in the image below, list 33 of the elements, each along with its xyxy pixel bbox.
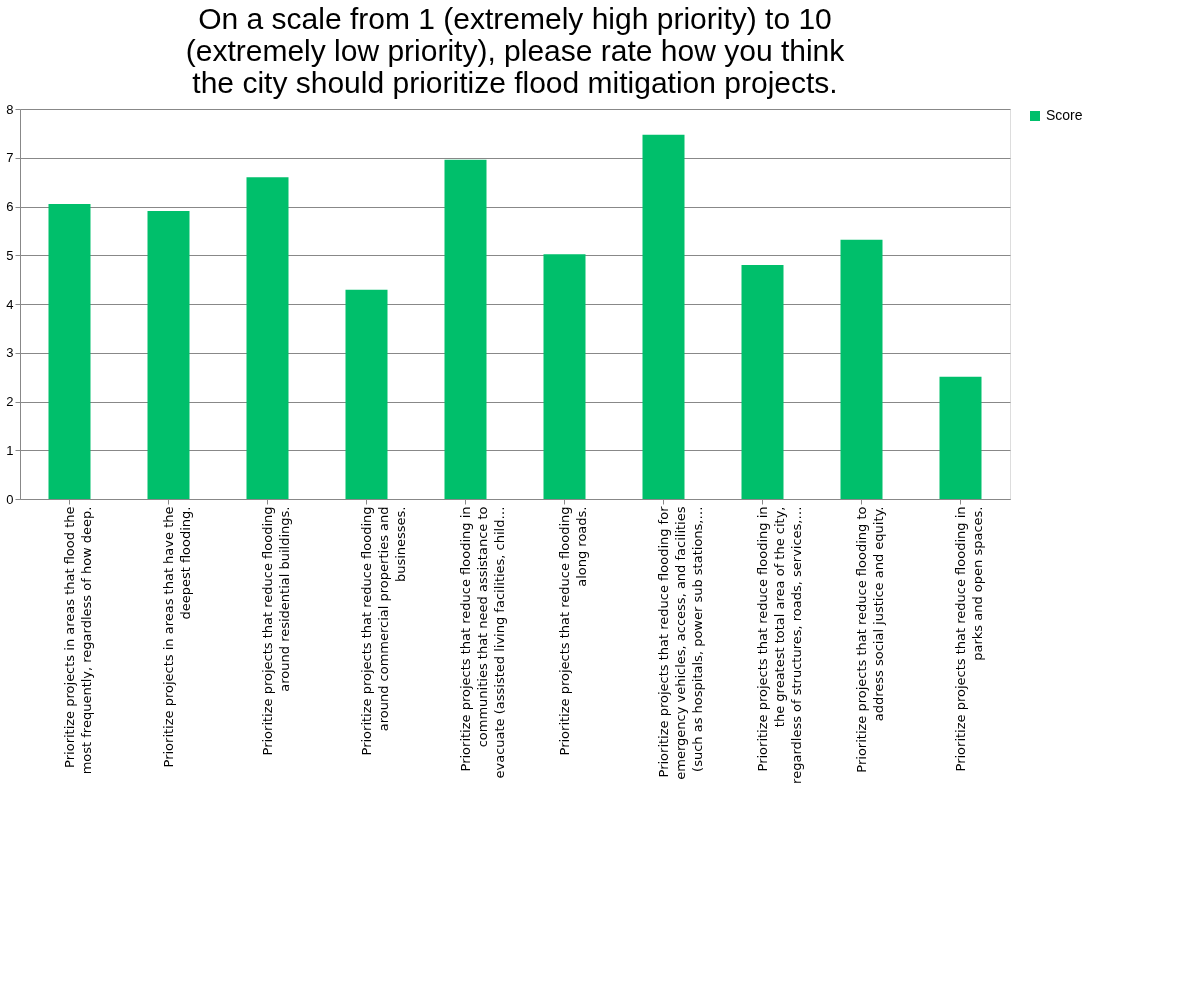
text: the city should prioritize flood mitigation projects. — [192, 66, 838, 99]
y-tick-label: 8 — [6, 101, 14, 117]
x-tick-label: Prioritize projects in areas that flood the most frequently, regardless of how deep. — [61, 506, 94, 775]
bar — [741, 265, 784, 499]
text: (extremely low priority), please rate how you think — [185, 34, 845, 67]
y-tick-label: 5 — [6, 247, 14, 263]
bar — [345, 289, 388, 499]
legend-label: Score — [1046, 107, 1083, 123]
bar — [642, 134, 685, 499]
x-tick-label: Prioritize projects that reduce flooding along roads. — [556, 506, 589, 756]
y-tick-label: 3 — [6, 345, 14, 361]
bar — [444, 159, 487, 499]
bar — [147, 210, 190, 499]
y-tick-label: 1 — [6, 442, 14, 458]
x-tick-label: Prioritize projects that reduce flooding in the greatest total area of the city, regardless of structures, roads, services,… — [754, 506, 804, 784]
y-tick-label: 4 — [6, 296, 14, 312]
x-tick-label: Prioritize projects that reduce flooding in communities that need assistance to evacuate (assisted living facilities, child… — [457, 506, 507, 779]
bar — [246, 177, 289, 499]
text: On a scale from 1 (extremely high priority) to 10 — [198, 2, 832, 35]
y-tick-label: 6 — [6, 199, 14, 214]
x-tick-label: Prioritize projects in areas that have the deepest flooding. — [160, 506, 193, 768]
bar — [48, 204, 91, 499]
x-tick-label: Prioritize projects that reduce flooding around commercial properties and businesses. — [358, 506, 408, 756]
x-tick-label: Prioritize projects that reduce flooding for emergency vehicles, access, and facilities (such as hospitals, power sub stations,… — [655, 505, 705, 780]
x-tick-label: Prioritize projects that reduce flooding to address social justice and equity. — [853, 506, 886, 773]
x-tick-label: Prioritize projects that reduce flooding in parks and open spaces. — [952, 506, 985, 772]
y-tick-label: 0 — [6, 491, 14, 507]
bar — [939, 376, 982, 499]
y-tick-label: 2 — [6, 394, 14, 409]
bar — [840, 239, 883, 499]
x-tick-label: Prioritize projects that reduce flooding around residential buildings. — [259, 506, 292, 756]
y-tick-label: 7 — [6, 150, 14, 166]
bar — [543, 254, 586, 499]
